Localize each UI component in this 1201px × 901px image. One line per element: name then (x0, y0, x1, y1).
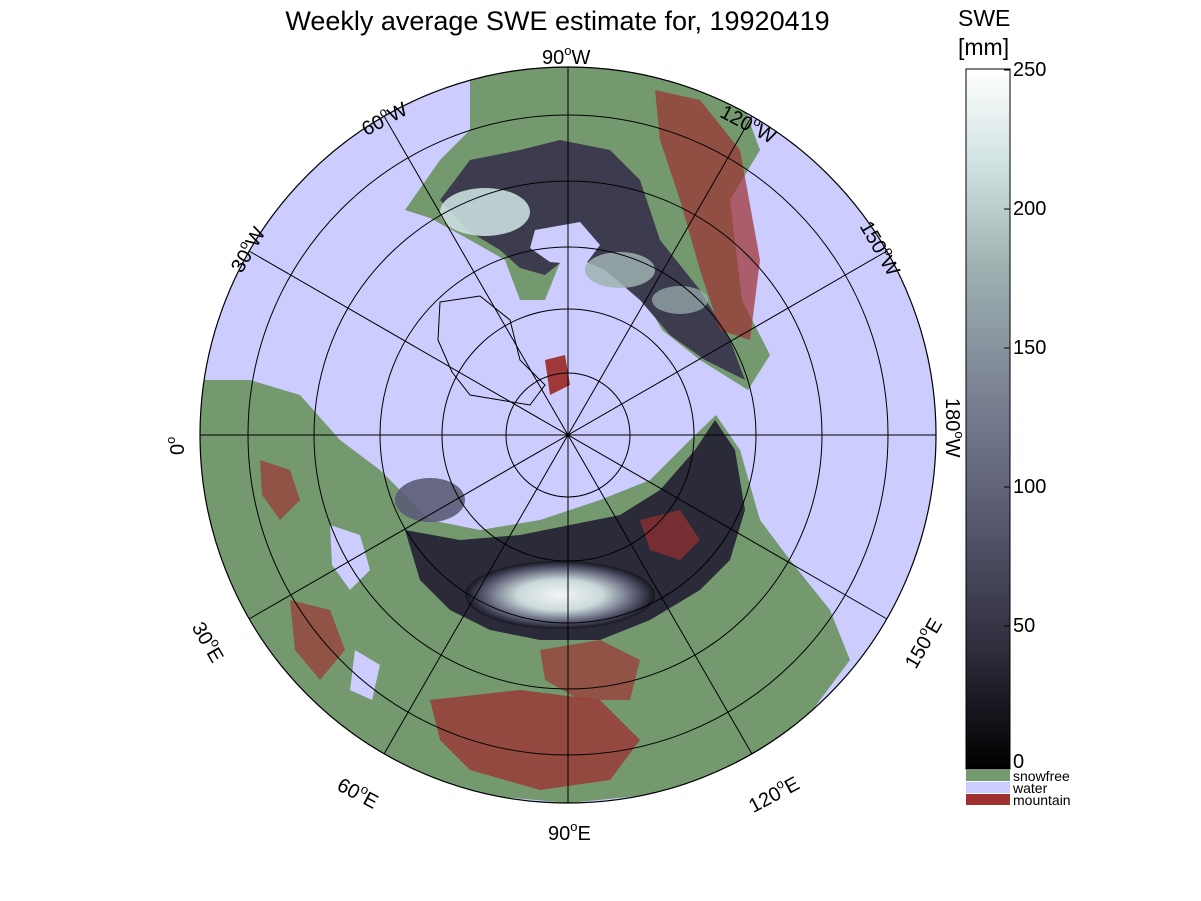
colorbar-title-line2: [mm] (958, 34, 1010, 60)
colorbar-tick-50: 50 (1013, 615, 1036, 637)
colorbar-tick-150: 150 (1013, 337, 1047, 359)
mountain-regions (260, 90, 760, 790)
colorbar-title-line1: SWE (958, 5, 1011, 31)
colorbar-tick-0: 0 (1013, 751, 1025, 773)
lon-label-90e: 90oE (548, 819, 591, 845)
greenland (437, 295, 546, 406)
colorbar-tick-100: 100 (1013, 476, 1047, 498)
legend-swatch-mountain (966, 794, 1010, 805)
lon-label-180w: 180oW (941, 398, 967, 458)
legend-label-mountain: mountain (1013, 792, 1071, 808)
lon-label-90w: 90oW (542, 43, 591, 69)
map-border (199, 66, 937, 804)
colorbar-tick-250: 250 (1013, 59, 1047, 81)
colorbar-ticks (1004, 69, 1010, 767)
legend-label-water: water (1013, 780, 1048, 796)
legend-swatch-snowfree (966, 770, 1010, 781)
baltic-sea (330, 525, 370, 590)
hudson-bay (530, 222, 600, 265)
graticule (200, 67, 936, 803)
legend-swatch-water (966, 782, 1010, 793)
caspian-sea (350, 650, 380, 700)
lon-label-0: 0o (163, 436, 189, 455)
legend-label-snowfree: snowfree (1013, 768, 1070, 784)
colorbar-gradient (965, 68, 1011, 770)
colorbar-tick-200: 200 (1013, 198, 1047, 220)
colorbar-title: SWE [mm] (958, 4, 1010, 62)
figure-title: Weekly average SWE estimate for, 1992041… (285, 6, 830, 36)
